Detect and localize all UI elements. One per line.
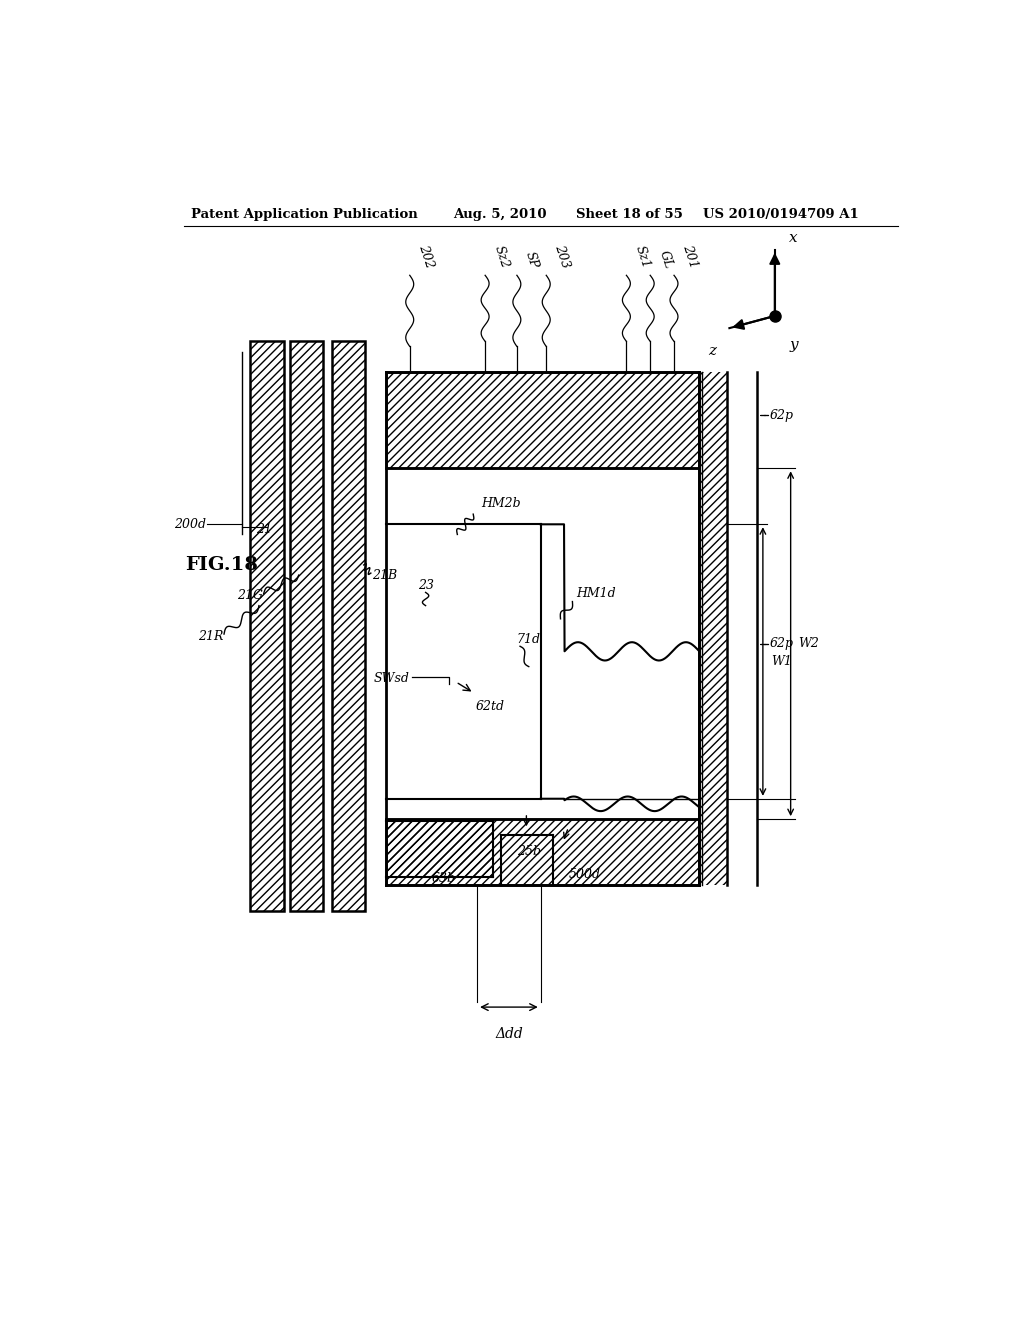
Text: FIG.18: FIG.18	[185, 556, 258, 574]
Text: y: y	[790, 338, 798, 352]
Text: W1: W1	[771, 655, 792, 668]
Text: HM1d: HM1d	[577, 587, 616, 599]
Text: Sz1: Sz1	[633, 244, 652, 271]
Text: 21B: 21B	[372, 569, 396, 582]
Text: Sz2: Sz2	[492, 244, 511, 271]
Text: 21G: 21G	[237, 589, 263, 602]
Text: 62td: 62td	[475, 700, 505, 713]
Text: HM2b: HM2b	[481, 498, 521, 511]
Text: Aug. 5, 2010: Aug. 5, 2010	[454, 207, 547, 220]
Bar	[332, 342, 366, 911]
Bar	[386, 372, 699, 469]
Bar	[250, 342, 284, 911]
Bar	[250, 342, 284, 911]
Text: 21R: 21R	[198, 630, 223, 643]
Text: Patent Application Publication: Patent Application Publication	[191, 207, 418, 220]
Bar	[290, 342, 324, 911]
Text: 25b: 25b	[517, 845, 541, 858]
Text: 500d: 500d	[568, 869, 600, 882]
Text: 202: 202	[416, 243, 436, 271]
Text: 200d: 200d	[174, 517, 206, 531]
Bar	[699, 372, 727, 886]
Text: 71d: 71d	[517, 632, 541, 645]
Text: z: z	[708, 345, 716, 359]
Text: 63b: 63b	[431, 873, 455, 884]
Bar	[386, 818, 699, 886]
Text: Δdd: Δdd	[495, 1027, 523, 1041]
Text: 203: 203	[553, 243, 572, 271]
Text: GL: GL	[656, 249, 675, 271]
Text: 201: 201	[680, 243, 700, 271]
Text: x: x	[790, 231, 798, 244]
Bar	[290, 342, 324, 911]
Bar	[386, 821, 494, 876]
Text: US 2010/0194709 A1: US 2010/0194709 A1	[703, 207, 859, 220]
Text: SWsd: SWsd	[374, 672, 410, 685]
Text: 23: 23	[418, 578, 433, 591]
Text: 62p: 62p	[769, 409, 794, 422]
Text: W2: W2	[799, 638, 819, 651]
Text: 62p: 62p	[769, 638, 794, 651]
Bar	[332, 342, 366, 911]
Text: Sheet 18 of 55: Sheet 18 of 55	[577, 207, 683, 220]
Text: 21: 21	[256, 523, 272, 536]
Text: SP: SP	[523, 249, 541, 271]
